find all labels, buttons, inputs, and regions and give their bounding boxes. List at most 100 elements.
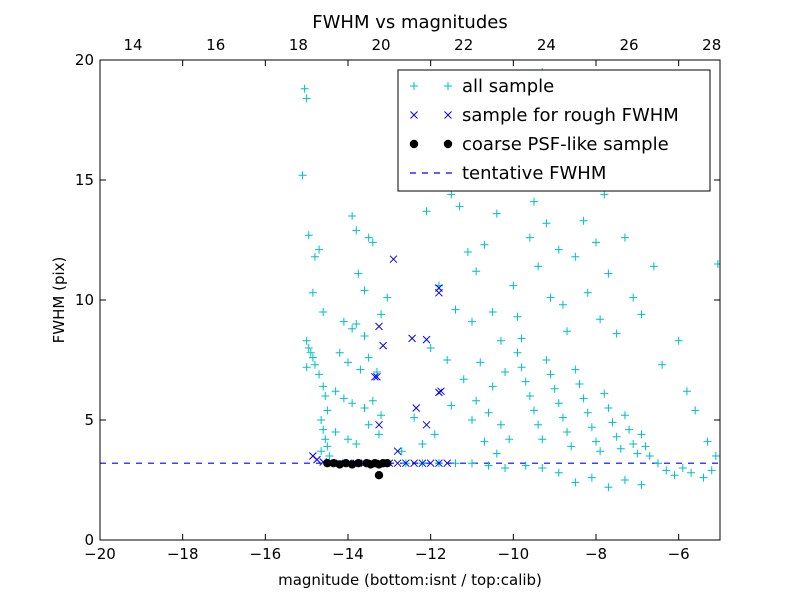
data-point (592, 238, 600, 247)
data-point (375, 430, 383, 439)
data-point (374, 471, 384, 480)
data-point (488, 382, 497, 391)
data-point (542, 356, 551, 364)
data-point (364, 233, 373, 242)
data-point (360, 404, 369, 412)
data-point (496, 420, 505, 429)
data-point (393, 459, 402, 468)
legend-entry: coarse PSF-like sample (409, 134, 669, 155)
data-point (325, 452, 334, 460)
data-point (517, 363, 526, 372)
x-tick-label: −16 (250, 545, 282, 563)
data-point (443, 356, 452, 364)
data-point (538, 435, 547, 444)
data-point (364, 353, 373, 362)
data-point (371, 372, 379, 381)
data-point (587, 473, 596, 482)
legend-label: all sample (462, 76, 554, 97)
data-point (310, 360, 319, 369)
top-tick-label: 16 (206, 36, 225, 54)
data-point (455, 202, 464, 211)
data-point (711, 452, 720, 460)
y-axis-label: FWHM (pix) (50, 257, 68, 344)
data-point (484, 461, 493, 470)
data-point (554, 468, 563, 477)
data-point (377, 411, 386, 420)
x-tick-label: −20 (84, 545, 116, 563)
data-point (608, 418, 617, 427)
data-point (546, 293, 555, 302)
data-point (426, 344, 435, 352)
data-point (575, 380, 584, 388)
data-point (319, 308, 328, 316)
x-tick-label: −10 (498, 545, 530, 563)
top-tick-label: 14 (124, 36, 143, 54)
data-point (592, 437, 600, 446)
legend-marker (444, 111, 452, 119)
data-point (360, 332, 369, 340)
data-point (707, 466, 716, 475)
data-point (298, 171, 307, 180)
data-point (583, 288, 592, 297)
data-point (348, 399, 357, 408)
data-point (625, 425, 634, 434)
plot-area (100, 68, 720, 492)
data-point (304, 344, 313, 352)
data-point (308, 288, 317, 297)
data-point (546, 370, 555, 379)
data-point (360, 286, 369, 295)
top-tick-label: 22 (454, 36, 473, 54)
data-point (703, 437, 712, 446)
data-point (356, 365, 365, 374)
data-point (476, 358, 485, 367)
data-point (579, 216, 588, 225)
data-point (534, 262, 543, 271)
data-point (430, 430, 439, 439)
data-point (645, 452, 654, 460)
data-point (319, 425, 328, 434)
data-point (542, 219, 551, 228)
data-point (437, 387, 445, 396)
data-point (348, 324, 357, 333)
data-point (375, 420, 383, 429)
data-point (368, 238, 377, 247)
data-point (308, 353, 317, 362)
data-point (422, 420, 431, 429)
data-point (435, 459, 443, 468)
data-point (368, 396, 377, 405)
data-point (513, 348, 522, 357)
data-point (472, 267, 481, 276)
data-point (563, 428, 572, 436)
y-tick-label: 20 (75, 51, 94, 69)
data-point (352, 320, 361, 328)
data-point (699, 473, 708, 482)
legend-entry: all sample (410, 76, 554, 97)
legend-box (397, 69, 711, 192)
data-point (480, 240, 489, 249)
data-point (459, 375, 468, 384)
data-point (682, 387, 691, 396)
data-point (472, 396, 481, 405)
x-axis-label: magnitude (bottom:isnt / top:calib) (278, 571, 542, 589)
data-point (600, 389, 609, 398)
data-point (612, 329, 621, 338)
data-point (501, 464, 510, 472)
legend-marker (409, 139, 419, 149)
data-point (513, 312, 522, 321)
data-point (321, 392, 330, 400)
data-point (348, 212, 357, 220)
data-point (604, 269, 613, 278)
data-point (344, 435, 352, 444)
data-point (649, 262, 658, 271)
data-point (451, 459, 460, 468)
data-point (468, 317, 476, 326)
y-tick-label: 0 (84, 531, 94, 549)
data-point (509, 281, 518, 290)
data-point (674, 336, 683, 345)
data-point (315, 245, 324, 254)
data-point (426, 459, 435, 468)
data-point (530, 197, 538, 206)
data-point (620, 411, 629, 420)
data-point (558, 413, 567, 422)
